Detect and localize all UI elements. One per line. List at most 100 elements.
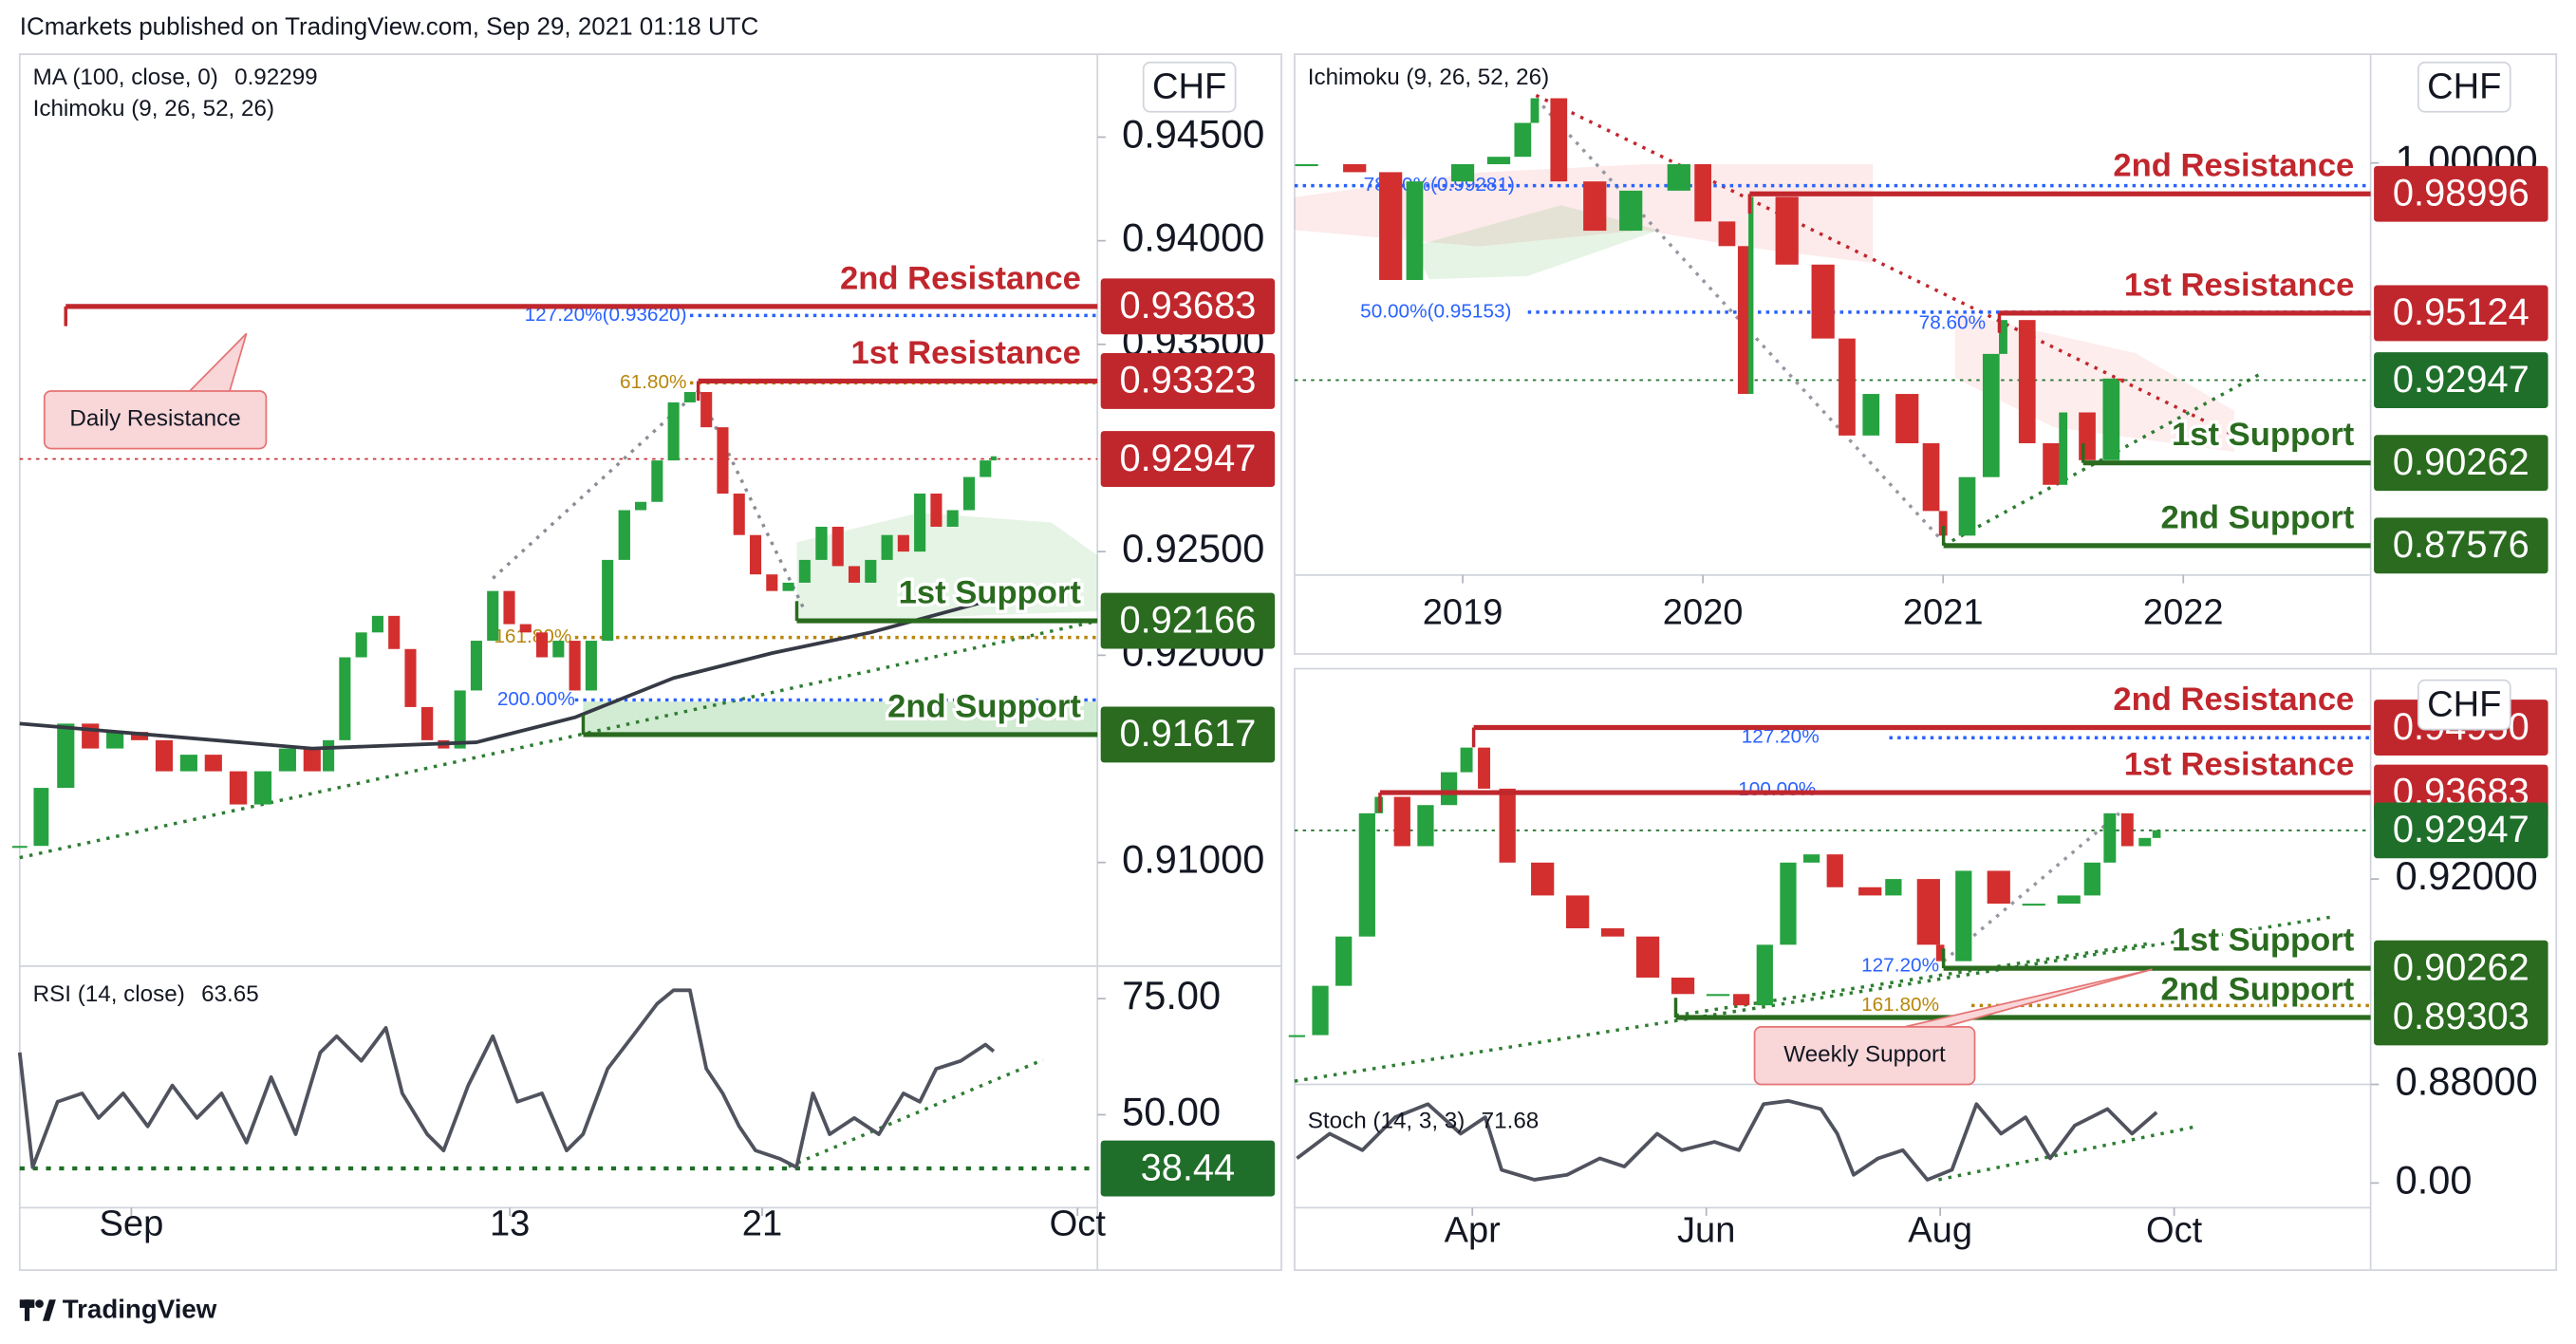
currency-box bbox=[1142, 61, 1237, 113]
level-label: 1st Support bbox=[2172, 923, 2355, 959]
price-tag bbox=[2374, 802, 2548, 859]
candle bbox=[179, 755, 197, 772]
candle bbox=[1826, 854, 1843, 887]
fib-label: 78.60% bbox=[1919, 312, 1986, 334]
level-label: 2nd Support bbox=[887, 688, 1081, 724]
currency-label: CHF bbox=[2427, 67, 2501, 107]
candle bbox=[865, 559, 877, 583]
candle bbox=[1802, 854, 1820, 863]
x-tick-label: 2021 bbox=[1903, 592, 1984, 632]
price-tag-label: 0.93323 bbox=[1119, 360, 1256, 401]
candle bbox=[667, 401, 680, 461]
x-tick-label: Aug bbox=[1908, 1210, 1972, 1250]
trend-line bbox=[1675, 941, 2153, 1017]
price-tag bbox=[1100, 1140, 1276, 1197]
candle bbox=[1478, 747, 1491, 789]
candle bbox=[930, 494, 943, 527]
series-line bbox=[17, 988, 996, 1169]
price-tag bbox=[1100, 592, 1276, 649]
candle bbox=[1694, 163, 1711, 222]
price-tag-label: 0.87576 bbox=[2393, 524, 2529, 566]
candle bbox=[1343, 163, 1367, 173]
legend-entry: Stoch (14, 3, 3) 71.68 bbox=[1308, 1109, 1539, 1134]
candle bbox=[2079, 412, 2096, 460]
candle bbox=[11, 846, 28, 849]
candle bbox=[1922, 442, 1940, 512]
candle bbox=[2043, 442, 2060, 485]
candle bbox=[717, 427, 729, 495]
candle bbox=[2117, 378, 2124, 381]
price-tag-label: 0.90262 bbox=[2393, 441, 2529, 483]
level-label: 1st Resistance bbox=[851, 335, 1081, 371]
candle bbox=[2138, 837, 2152, 847]
callout-box bbox=[1753, 1026, 1976, 1086]
x-tick-label: Oct bbox=[2146, 1210, 2203, 1250]
support-zone bbox=[583, 701, 1098, 735]
legend-entry: RSI (14, close) 63.65 bbox=[33, 981, 259, 1007]
candle bbox=[1671, 977, 1695, 995]
candle bbox=[355, 632, 367, 658]
price-tag bbox=[2374, 517, 2548, 574]
trend-line bbox=[1942, 373, 2260, 548]
y-tick-label: 0.92500 bbox=[1122, 526, 1264, 570]
candle bbox=[635, 501, 647, 511]
tradingview-logo bbox=[19, 1299, 56, 1321]
candle bbox=[323, 739, 335, 772]
candle bbox=[798, 559, 811, 583]
trend-line bbox=[697, 390, 807, 612]
ichimoku-cloud bbox=[796, 513, 1098, 624]
candle bbox=[1982, 353, 2000, 477]
candle bbox=[1514, 122, 1532, 158]
trend-line bbox=[492, 389, 700, 580]
candle bbox=[2102, 378, 2120, 460]
level-label: 2nd Resistance bbox=[2113, 681, 2354, 718]
y-tick-label: 0.88000 bbox=[2396, 1058, 2538, 1103]
legend-label: Ichimoku (9, 26, 52, 26) bbox=[1308, 65, 1549, 90]
candle bbox=[1295, 163, 1318, 167]
legend-value: 0.92299 bbox=[234, 65, 318, 90]
candle bbox=[1450, 163, 1475, 182]
price-tag-label: 0.89303 bbox=[2393, 996, 2529, 1037]
candle bbox=[1550, 98, 1568, 182]
candle bbox=[420, 706, 434, 740]
candle bbox=[700, 392, 713, 428]
candle bbox=[1895, 394, 1919, 443]
price-tag bbox=[2374, 435, 2548, 492]
candle bbox=[552, 641, 565, 658]
price-tag-label: 0.90262 bbox=[2393, 946, 2529, 988]
fib-label: 127.20% bbox=[1742, 726, 1820, 748]
candle bbox=[536, 632, 549, 658]
candle bbox=[1839, 338, 1856, 436]
legend-label: MA (100, close, 0) bbox=[33, 65, 218, 90]
candle bbox=[2057, 895, 2081, 905]
candle bbox=[404, 648, 417, 707]
candle bbox=[569, 641, 581, 691]
price-tag bbox=[2374, 352, 2548, 408]
candle bbox=[683, 392, 696, 402]
candle bbox=[897, 534, 909, 552]
callout-text: Weekly Support bbox=[1783, 1042, 1946, 1068]
price-tag-label: 0.92166 bbox=[1119, 599, 1256, 641]
candle bbox=[487, 590, 499, 642]
x-tick-label: Apr bbox=[1445, 1210, 1502, 1250]
candle bbox=[1460, 747, 1473, 773]
left-frame bbox=[18, 53, 1282, 1271]
level-label: 2nd Resistance bbox=[2113, 148, 2354, 184]
x-tick-label: 2020 bbox=[1663, 592, 1744, 632]
candle bbox=[946, 510, 959, 527]
candle bbox=[1858, 887, 1882, 896]
candle bbox=[1619, 190, 1643, 232]
candle bbox=[1706, 994, 1730, 997]
level-label: 2nd Support bbox=[2161, 499, 2355, 535]
fib-label: 100.00% bbox=[1738, 778, 1816, 800]
candle bbox=[130, 732, 149, 740]
y-tick-label: 0.00 bbox=[2396, 1157, 2473, 1202]
candle bbox=[2059, 412, 2068, 485]
candle bbox=[1885, 879, 1902, 896]
candle bbox=[519, 624, 532, 633]
candle bbox=[1531, 862, 1555, 896]
footer-brand: TradingView bbox=[63, 1295, 217, 1324]
candle bbox=[204, 755, 222, 772]
candle bbox=[1733, 994, 1750, 1006]
